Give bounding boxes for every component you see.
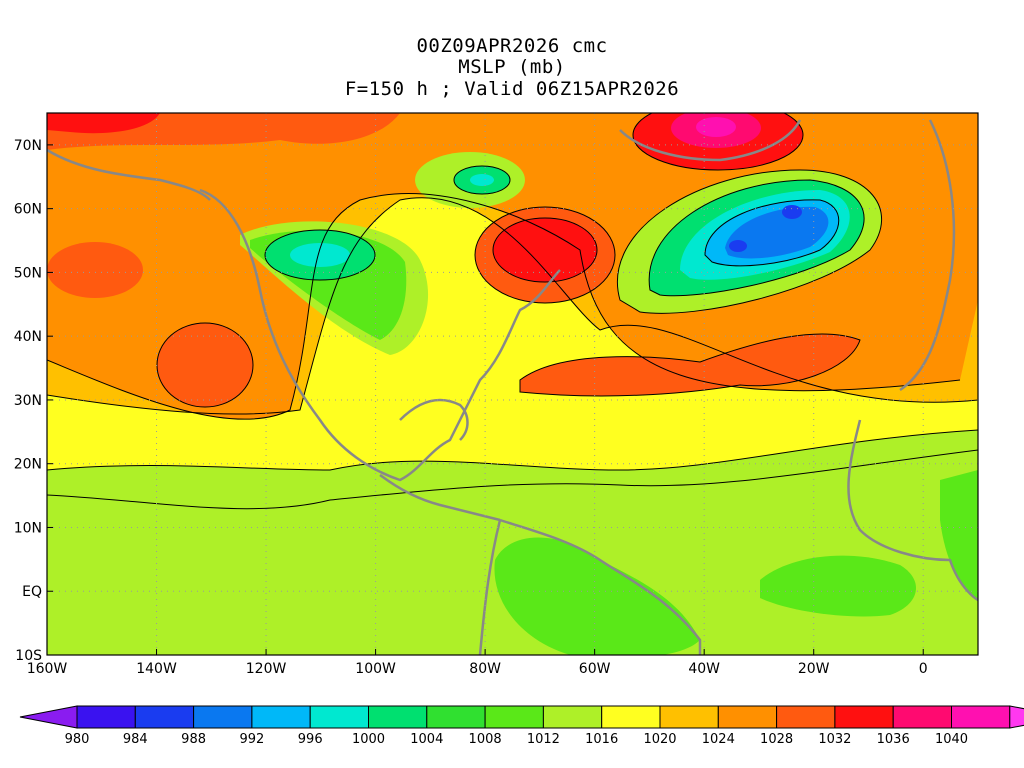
pressure-field <box>47 113 978 655</box>
prairie-low-1000 <box>290 243 350 267</box>
colorbar-label: 984 <box>123 732 148 747</box>
atlantic-low-core-west <box>729 240 747 252</box>
colorbar-label: 1012 <box>527 732 560 747</box>
isobar-1016 <box>47 429 978 471</box>
lat-label: 60N <box>14 202 42 218</box>
colorbar: 980 984 988 992 996 1000 1004 1008 1012 1016 1020 1… <box>19 705 1024 747</box>
lat-label: 30N <box>14 393 42 409</box>
coast-africa <box>847 419 978 602</box>
isobar-1012 <box>47 449 978 510</box>
colorbar-swatch <box>659 705 719 729</box>
south-america-low <box>494 537 700 655</box>
greenland-high-core <box>696 117 736 137</box>
west-africa-low <box>940 470 978 600</box>
colorbar-swatch <box>601 705 661 729</box>
colorbar-swatch <box>951 705 1011 729</box>
isobar-ring-2 <box>474 206 616 304</box>
pacific-high-1028 <box>157 323 253 407</box>
coast-south-america <box>499 518 702 655</box>
coast-north-america <box>199 188 561 482</box>
colorbar-swatch <box>134 705 195 729</box>
lon-label: 80W <box>469 661 501 677</box>
title-line-2: MSLP (mb) <box>458 56 566 78</box>
isobar-ring-5 <box>264 229 376 281</box>
isobar-ridge <box>519 333 861 397</box>
isobar-lines <box>47 113 978 510</box>
colorbar-label: 1004 <box>410 732 443 747</box>
plot-frame <box>46 112 979 656</box>
atlantic-ridge-1028 <box>520 333 860 396</box>
lat-label: 10N <box>14 520 42 536</box>
colorbar-label: 980 <box>65 732 90 747</box>
colorbar-label: 992 <box>239 732 264 747</box>
hudson-low-1000 <box>470 174 494 186</box>
colorbar-label: 1028 <box>760 732 793 747</box>
lat-label: 10S <box>15 648 42 664</box>
colorbar-swatch <box>484 705 544 729</box>
isobar-1024 <box>47 193 961 420</box>
coast-gulf <box>399 398 469 441</box>
coast-alaska <box>47 148 211 201</box>
colorbar-swatch <box>776 705 836 729</box>
coast-europe <box>899 119 956 392</box>
axis-labels: 160W 140W 120W 100W 80W 60W 40W 20W 0 70N 60N 50N 40… <box>14 138 928 677</box>
coast-south-america-west <box>478 519 502 655</box>
isobar-ring-6 <box>453 165 511 195</box>
colorbar-label: 1040 <box>935 732 968 747</box>
colorbar-label: 996 <box>298 732 323 747</box>
colorbar-swatch <box>717 705 778 729</box>
coast-central-america <box>379 473 501 522</box>
arctic-high-core <box>47 113 160 134</box>
lon-label: 160W <box>27 661 68 677</box>
isobar-1020 <box>47 197 978 415</box>
lon-label: 40W <box>688 661 720 677</box>
graticule <box>47 113 978 655</box>
lat-label: EQ <box>22 584 42 600</box>
ne-pacific-high-1028 <box>47 242 143 298</box>
atlantic-low-core-east <box>782 205 802 219</box>
atlantic-low-992 <box>725 206 829 259</box>
title-line-1: 00Z09APR2026 cmc <box>416 35 608 57</box>
colorbar-label: 988 <box>181 732 206 747</box>
colorbar-swatch <box>368 705 428 729</box>
colorbar-label: 1032 <box>818 732 851 747</box>
colorbar-swatch <box>426 705 486 729</box>
isobar-ring-4 <box>632 113 804 171</box>
lon-label: 120W <box>246 661 287 677</box>
colorbar-label: 1016 <box>585 732 618 747</box>
colorbar-arrow-right <box>1009 705 1024 729</box>
isobar-low-1 <box>648 179 865 297</box>
colorbar-label: 1000 <box>352 732 385 747</box>
colorbar-label: 1036 <box>877 732 910 747</box>
colorbar-swatch <box>834 705 894 729</box>
lat-label: 70N <box>14 138 42 154</box>
africa-low <box>760 555 917 617</box>
lat-label: 50N <box>14 265 42 281</box>
lat-label: 20N <box>14 457 42 473</box>
axis-ticks <box>46 144 924 656</box>
isobar-low-2 <box>704 199 840 267</box>
colorbar-swatch <box>251 705 311 729</box>
lon-label: 60W <box>579 661 611 677</box>
isobar-ring-3 <box>492 217 598 283</box>
labrador-high-1028 <box>493 218 597 282</box>
colorbar-swatch <box>542 705 603 729</box>
colorbar-swatch <box>892 705 953 729</box>
coastlines <box>47 119 978 655</box>
colorbar-arrow-left <box>19 705 78 729</box>
lon-label: 0 <box>919 661 928 677</box>
lon-label: 140W <box>136 661 177 677</box>
colorbar-label: 1024 <box>702 732 735 747</box>
colorbar-swatch <box>309 705 370 729</box>
lat-label: 40N <box>14 329 42 345</box>
colorbar-label: 1020 <box>643 732 676 747</box>
title-line-3: F=150 h ; Valid 06Z15APR2026 <box>344 78 680 100</box>
lon-label: 100W <box>355 661 396 677</box>
colorbar-label: 1008 <box>469 732 502 747</box>
isobar-low-3 <box>617 169 882 314</box>
lon-label: 20W <box>798 661 830 677</box>
colorbar-swatch <box>193 705 253 729</box>
colorbar-swatch <box>76 705 136 729</box>
